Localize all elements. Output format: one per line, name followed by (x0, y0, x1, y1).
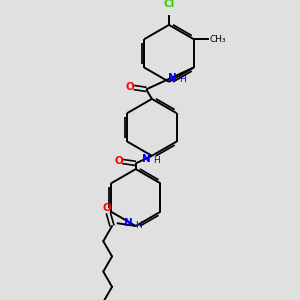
Text: N: N (168, 73, 177, 82)
Text: Cl: Cl (163, 0, 175, 9)
Text: H: H (179, 75, 186, 84)
Text: H: H (153, 156, 160, 165)
Text: O: O (126, 82, 134, 92)
Text: N: N (142, 154, 151, 164)
Text: H: H (135, 220, 142, 230)
Text: O: O (103, 203, 112, 213)
Text: O: O (114, 157, 123, 166)
Text: N: N (124, 218, 133, 228)
Text: CH₃: CH₃ (210, 34, 226, 43)
